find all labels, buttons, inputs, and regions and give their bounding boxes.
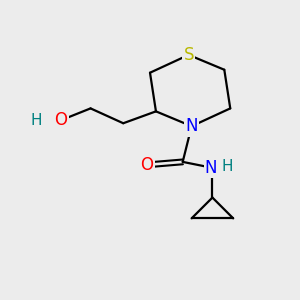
Text: N: N (185, 117, 198, 135)
Text: O: O (140, 156, 154, 174)
Text: O: O (54, 111, 67, 129)
Text: S: S (183, 46, 194, 64)
Text: H: H (221, 159, 233, 174)
Text: N: N (205, 159, 217, 177)
Text: H: H (30, 113, 41, 128)
